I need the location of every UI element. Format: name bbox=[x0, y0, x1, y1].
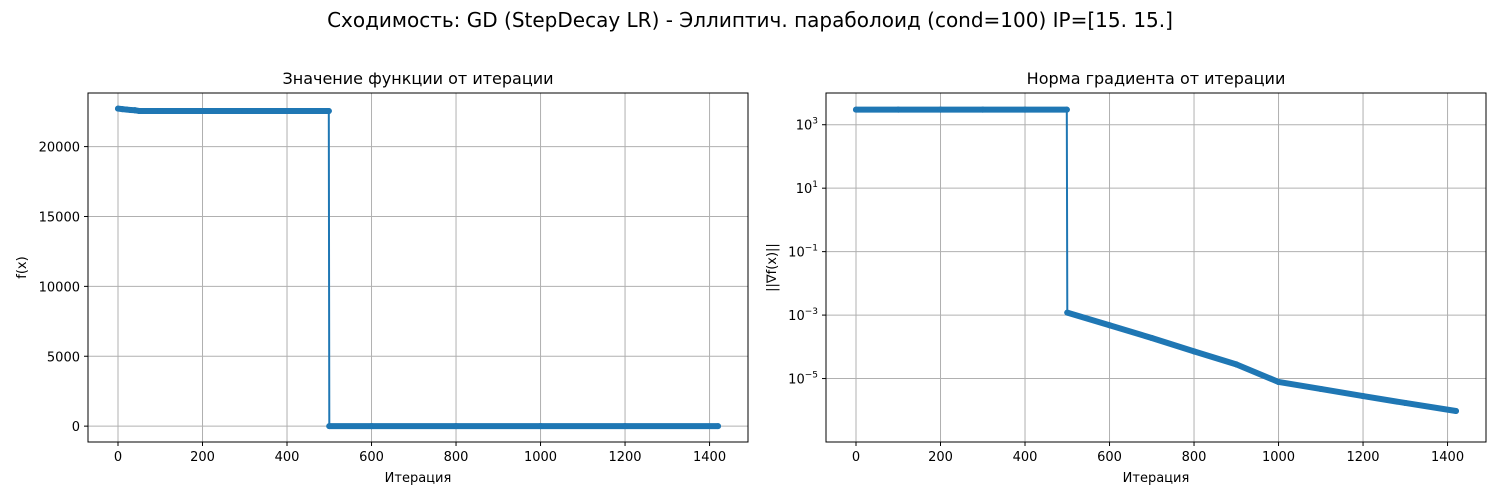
x-axis-label: Итерация bbox=[1123, 471, 1190, 486]
y-tick-exponent: −1 bbox=[805, 244, 818, 254]
data-point bbox=[199, 107, 206, 114]
data-point bbox=[1453, 407, 1459, 414]
data-point bbox=[1275, 378, 1282, 385]
y-axis-label: ||∇f(x)|| bbox=[765, 243, 780, 292]
y-tick-exponent: −3 bbox=[805, 307, 818, 317]
series-line bbox=[856, 108, 1457, 412]
data-point bbox=[1063, 106, 1070, 113]
series-marker-band bbox=[1275, 378, 1324, 392]
y-tick-label: 20000 bbox=[39, 141, 80, 156]
y-tick-label: 0 bbox=[72, 420, 80, 435]
data-point bbox=[715, 423, 721, 430]
y-tick-label: 101 bbox=[796, 180, 818, 197]
y-tick-label: 10−3 bbox=[788, 307, 818, 324]
data-point bbox=[325, 107, 332, 114]
x-tick-label: 200 bbox=[928, 450, 953, 465]
data-point bbox=[1360, 393, 1367, 400]
x-tick-label: 800 bbox=[1182, 450, 1207, 465]
axes-title: Значение функции от итерации bbox=[282, 69, 553, 88]
axes-frame bbox=[825, 92, 1487, 443]
y-tick-label: 15000 bbox=[39, 210, 80, 225]
data-point bbox=[1317, 385, 1324, 392]
series-marker-band bbox=[1148, 334, 1198, 355]
series-marker-band bbox=[1064, 309, 1113, 329]
data-point bbox=[1106, 322, 1113, 329]
y-tick-base: 10 bbox=[788, 373, 805, 388]
x-tick-label: 1400 bbox=[693, 450, 726, 465]
data-point bbox=[895, 106, 902, 113]
data-point bbox=[284, 107, 291, 114]
figure-title: Сходимость: GD (StepDecay LR) - Эллиптич… bbox=[327, 8, 1173, 32]
data-point bbox=[1191, 348, 1198, 355]
y-tick-label: 10−1 bbox=[788, 244, 818, 261]
y-tick-base: 10 bbox=[796, 182, 813, 197]
axes-frame bbox=[87, 92, 749, 443]
data-point bbox=[622, 423, 629, 430]
y-tick-base: 10 bbox=[788, 309, 805, 324]
x-tick-label: 1200 bbox=[1346, 450, 1379, 465]
data-point bbox=[453, 423, 460, 430]
data-point bbox=[1022, 106, 1029, 113]
x-tick-label: 400 bbox=[275, 450, 300, 465]
data-point bbox=[1064, 309, 1071, 316]
data-point bbox=[1148, 334, 1155, 341]
y-tick-base: 10 bbox=[788, 246, 805, 261]
x-tick-label: 600 bbox=[359, 450, 384, 465]
x-tick-label: 200 bbox=[190, 450, 215, 465]
series-marker-band bbox=[1233, 361, 1282, 385]
y-tick-base: 10 bbox=[796, 119, 813, 134]
data-point bbox=[1233, 361, 1240, 368]
axes-title: Норма градиента от итерации bbox=[1027, 69, 1286, 88]
data-point bbox=[136, 107, 143, 114]
series-marker-band bbox=[1317, 385, 1367, 400]
data-point bbox=[326, 423, 333, 430]
x-tick-label: 1200 bbox=[608, 450, 641, 465]
x-tick-label: 1400 bbox=[1431, 450, 1464, 465]
x-tick-label: 600 bbox=[1097, 450, 1122, 465]
x-tick-label: 1000 bbox=[1262, 450, 1295, 465]
series-line bbox=[117, 107, 718, 428]
x-tick-label: 0 bbox=[852, 450, 860, 465]
data-point bbox=[368, 423, 375, 430]
x-tick-label: 0 bbox=[114, 450, 122, 465]
y-tick-label: 10000 bbox=[39, 280, 80, 295]
data-point bbox=[241, 107, 248, 114]
y-axis-label: f(x) bbox=[15, 256, 30, 278]
y-tick-label: 103 bbox=[796, 117, 818, 134]
right-chart-gradient-norm: 0 200 400 600 800 1000 1200 140010−510−310−1101… bbox=[765, 69, 1487, 486]
series-marker-band bbox=[1402, 399, 1459, 414]
data-point bbox=[979, 106, 986, 113]
y-tick-label: 10−5 bbox=[788, 371, 818, 388]
data-point bbox=[157, 107, 164, 114]
x-tick-label: 400 bbox=[1013, 450, 1038, 465]
series-marker-band bbox=[1106, 322, 1155, 341]
x-tick-label: 800 bbox=[444, 450, 469, 465]
y-tick-exponent: 3 bbox=[812, 117, 818, 127]
x-tick-label: 1000 bbox=[524, 450, 557, 465]
data-point bbox=[1402, 399, 1409, 406]
data-point bbox=[937, 106, 944, 113]
series-marker-band bbox=[1191, 348, 1240, 368]
y-tick-exponent: 1 bbox=[812, 180, 818, 190]
y-tick-label: 5000 bbox=[47, 350, 80, 365]
left-chart-function-value: 0 200 400 600 800 1000 1200 1400 0 5000 10000 15000… bbox=[15, 69, 749, 486]
series-marker-band bbox=[1360, 393, 1409, 406]
y-tick-exponent: −5 bbox=[805, 371, 818, 381]
data-point bbox=[853, 106, 859, 113]
data-point bbox=[537, 423, 544, 430]
x-axis-label: Итерация bbox=[385, 471, 452, 486]
